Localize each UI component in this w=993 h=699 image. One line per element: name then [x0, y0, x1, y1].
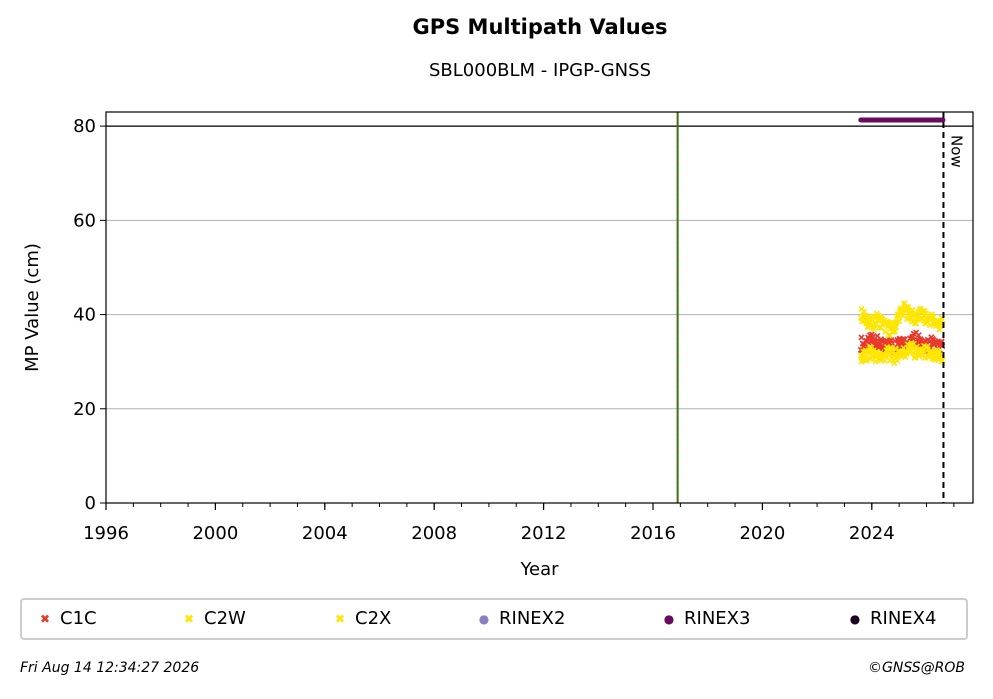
y-tick-label: 80	[73, 116, 96, 137]
legend-marker-rinex3: ●	[663, 612, 675, 626]
data-point	[860, 308, 867, 315]
x-tick-label: 2008	[411, 523, 457, 544]
legend-marker-c2w: ✖	[183, 612, 195, 626]
y-axis-label: MP Value (cm)	[22, 243, 43, 372]
series-c2x	[857, 339, 946, 367]
x-tick-label: 1996	[83, 523, 129, 544]
data-point	[886, 331, 893, 338]
legend: ✖ C1C ✖ C2W ✖ C2X ● RINEX2 ● RINEX3 ● RINEX4	[20, 598, 968, 640]
y-tick-label: 60	[73, 210, 96, 231]
y-tick-label: 40	[73, 305, 96, 326]
legend-label-c2w: C2W	[204, 608, 246, 629]
timestamp: Fri Aug 14 12:34:27 2026	[20, 660, 200, 676]
legend-marker-rinex2: ●	[478, 612, 490, 626]
data-point	[909, 306, 916, 314]
legend-item-rinex4: ● RINEX4	[846, 608, 937, 629]
legend-label-rinex3: RINEX3	[684, 608, 751, 629]
chart-title: GPS Multipath Values	[412, 15, 668, 39]
legend-item-c1c: ✖ C1C	[36, 608, 97, 629]
data-point	[891, 328, 898, 335]
data-point	[888, 347, 895, 354]
x-tick-label: 2000	[192, 523, 238, 544]
x-tick-label: 2020	[739, 523, 785, 544]
data-point	[893, 323, 900, 331]
x-tick-label: 2024	[849, 523, 895, 544]
legend-item-rinex3: ● RINEX3	[660, 608, 751, 629]
legend-item-rinex2: ● RINEX2	[475, 608, 566, 629]
legend-marker-c1c: ✖	[39, 612, 51, 626]
data-point	[915, 332, 922, 339]
x-tick-label: 2004	[302, 523, 348, 544]
x-axis-label: Year	[519, 559, 559, 580]
now-label: Now	[947, 135, 965, 168]
x-tick-label: 2016	[630, 523, 676, 544]
legend-label-c2x: C2X	[355, 608, 392, 629]
y-tick-label: 20	[73, 399, 96, 420]
legend-label-c1c: C1C	[60, 608, 97, 629]
legend-item-c2x: ✖ C2X	[331, 608, 391, 629]
data-point	[936, 349, 943, 356]
axes-frame	[105, 111, 974, 504]
legend-marker-rinex4: ●	[849, 612, 861, 626]
legend-label-rinex4: RINEX4	[870, 608, 937, 629]
x-tick-label: 2012	[521, 523, 567, 544]
legend-item-c2w: ✖ C2W	[180, 608, 246, 629]
data-point	[871, 325, 878, 333]
series-c2w	[857, 300, 946, 339]
legend-marker-c2x: ✖	[334, 612, 346, 626]
chart-subtitle: SBL000BLM - IPGP-GNSS	[429, 60, 651, 81]
data-point	[858, 334, 865, 341]
legend-label-rinex2: RINEX2	[499, 608, 566, 629]
y-tick-label: 0	[85, 493, 96, 514]
credit: ©GNSS@ROB	[868, 660, 965, 676]
data-point	[896, 318, 903, 325]
